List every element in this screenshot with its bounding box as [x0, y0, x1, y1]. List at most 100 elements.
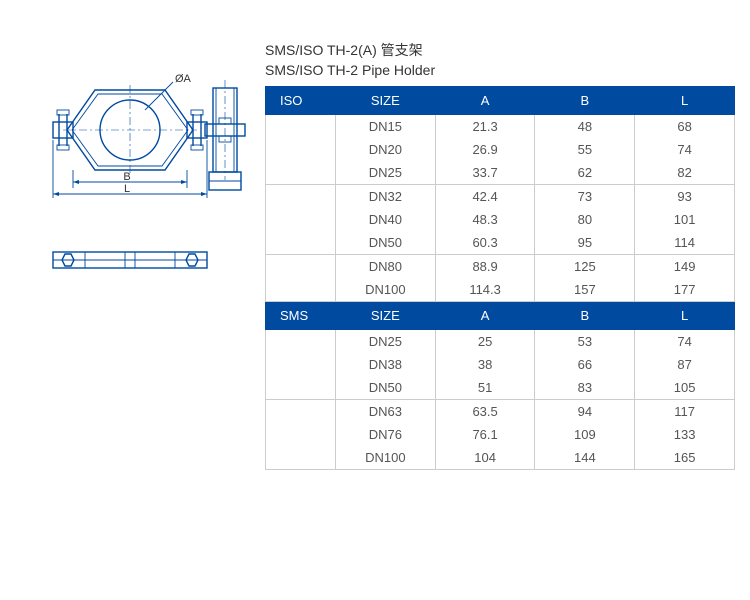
table-cell: 133 — [635, 423, 735, 446]
table-cell — [266, 208, 336, 231]
th-iso: ISO — [266, 87, 336, 115]
th-a: A — [435, 87, 535, 115]
table-cell: 55 — [535, 138, 635, 161]
iso-body: DN1521.34868DN2026.95574DN2533.76282DN32… — [266, 115, 735, 302]
table-cell: DN50 — [335, 231, 435, 255]
table-cell — [266, 400, 336, 424]
table-cell: 62 — [535, 161, 635, 185]
table-cell: 51 — [435, 376, 535, 400]
table-cell: 53 — [535, 330, 635, 354]
table-row: DN2026.95574 — [266, 138, 735, 161]
table-cell — [266, 161, 336, 185]
table-cell: 144 — [535, 446, 635, 470]
title-cn: SMS/ISO TH-2(A) 管支架 — [265, 40, 735, 60]
table-cell: 25 — [435, 330, 535, 354]
table-cell — [266, 115, 336, 139]
table-cell: DN100 — [335, 446, 435, 470]
table-cell: 38 — [435, 353, 535, 376]
table-cell: 114.3 — [435, 278, 535, 302]
table-cell: 42.4 — [435, 185, 535, 209]
table-cell: DN15 — [335, 115, 435, 139]
table-cell — [266, 330, 336, 354]
table-cell — [266, 376, 336, 400]
table-row: DN8088.9125149 — [266, 255, 735, 279]
title-en: SMS/ISO TH-2 Pipe Holder — [265, 62, 735, 78]
table-row: DN7676.1109133 — [266, 423, 735, 446]
table-cell: 48 — [535, 115, 635, 139]
table-cell: DN25 — [335, 330, 435, 354]
table-cell — [266, 353, 336, 376]
table-cell: 80 — [535, 208, 635, 231]
th-size2: SIZE — [335, 302, 435, 330]
table-cell: 101 — [635, 208, 735, 231]
spec-table: ISO SIZE A B L DN1521.34868DN2026.95574D… — [265, 86, 735, 470]
table-cell: DN38 — [335, 353, 435, 376]
dim-label-b: B — [123, 171, 130, 183]
table-row: DN3242.47393 — [266, 185, 735, 209]
table-cell: 74 — [635, 330, 735, 354]
table-row: DN1521.34868 — [266, 115, 735, 139]
table-cell: DN40 — [335, 208, 435, 231]
dim-label-a: ØA — [175, 73, 192, 85]
th-l: L — [635, 87, 735, 115]
table-cell: DN80 — [335, 255, 435, 279]
table-cell — [266, 255, 336, 279]
table-cell: 149 — [635, 255, 735, 279]
title-block: SMS/ISO TH-2(A) 管支架 SMS/ISO TH-2 Pipe Ho… — [265, 40, 735, 78]
table-row: DN5060.395114 — [266, 231, 735, 255]
table-cell: 48.3 — [435, 208, 535, 231]
table-cell: 66 — [535, 353, 635, 376]
table-cell: 88.9 — [435, 255, 535, 279]
table-cell: 94 — [535, 400, 635, 424]
table-cell: DN20 — [335, 138, 435, 161]
th-sms: SMS — [266, 302, 336, 330]
table-cell: DN76 — [335, 423, 435, 446]
table-cell: 114 — [635, 231, 735, 255]
table-cell: 93 — [635, 185, 735, 209]
table-cell: 95 — [535, 231, 635, 255]
table-row: DN25255374 — [266, 330, 735, 354]
table-cell: 157 — [535, 278, 635, 302]
table-cell: 26.9 — [435, 138, 535, 161]
diagram-front: ØA B L — [45, 70, 215, 200]
table-cell: DN50 — [335, 376, 435, 400]
th-size: SIZE — [335, 87, 435, 115]
table-cell: 63.5 — [435, 400, 535, 424]
table-row: DN2533.76282 — [266, 161, 735, 185]
table-cell: 82 — [635, 161, 735, 185]
th-b: B — [535, 87, 635, 115]
table-cell: 60.3 — [435, 231, 535, 255]
table-row: DN38386687 — [266, 353, 735, 376]
table-row: DN100104144165 — [266, 446, 735, 470]
table-cell: 83 — [535, 376, 635, 400]
diagram-top — [45, 240, 215, 280]
table-cell: 117 — [635, 400, 735, 424]
table-cell: 105 — [635, 376, 735, 400]
table-cell: DN100 — [335, 278, 435, 302]
th-a2: A — [435, 302, 535, 330]
table-row: DN4048.380101 — [266, 208, 735, 231]
table-cell — [266, 231, 336, 255]
table-cell — [266, 138, 336, 161]
table-cell: 165 — [635, 446, 735, 470]
table-cell: 125 — [535, 255, 635, 279]
table-cell: 76.1 — [435, 423, 535, 446]
table-row: DN100114.3157177 — [266, 278, 735, 302]
table-cell — [266, 185, 336, 209]
table-row: DN505183105 — [266, 376, 735, 400]
table-cell: 68 — [635, 115, 735, 139]
table-cell: 104 — [435, 446, 535, 470]
table-cell — [266, 446, 336, 470]
table-row: DN6363.594117 — [266, 400, 735, 424]
th-l2: L — [635, 302, 735, 330]
table-cell: 87 — [635, 353, 735, 376]
table-cell: 33.7 — [435, 161, 535, 185]
table-cell: 73 — [535, 185, 635, 209]
sms-body: DN25255374DN38386687DN505183105DN6363.59… — [266, 330, 735, 470]
iso-header: ISO SIZE A B L — [266, 87, 735, 115]
table-cell: 177 — [635, 278, 735, 302]
diagram-panel: ØA B L — [15, 40, 245, 470]
table-cell — [266, 423, 336, 446]
sms-header: SMS SIZE A B L — [266, 302, 735, 330]
table-cell: 74 — [635, 138, 735, 161]
